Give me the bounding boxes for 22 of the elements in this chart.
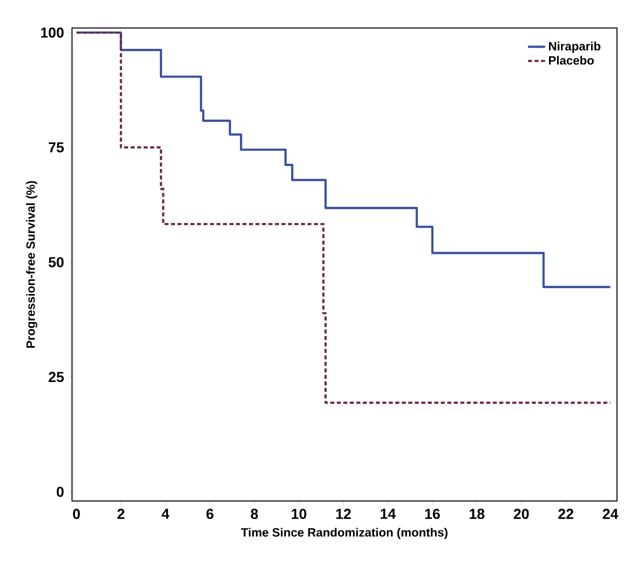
x-axis-title: Time Since Randomization (months)	[241, 528, 448, 540]
x-tick-label: 22	[558, 508, 574, 519]
x-tick-label: 10	[292, 508, 306, 519]
x-tick-label: 24	[602, 508, 618, 519]
x-tick-label: 8	[250, 508, 258, 519]
y-tick-label: 100	[41, 27, 64, 38]
x-tick-label: 4	[162, 508, 170, 519]
y-tick-label: 25	[48, 372, 64, 382]
legend-label: Placebo	[549, 56, 594, 65]
x-tick-label: 16	[425, 508, 440, 519]
x-tick-label: 0	[73, 508, 80, 519]
legend-label: Niraparib	[549, 42, 600, 53]
x-tick-label: 18	[470, 508, 484, 519]
x-tick-label: 12	[336, 508, 351, 519]
y-tick-label: 75	[48, 142, 64, 152]
x-tick-label: 6	[206, 508, 214, 519]
x-tick-label: 2	[117, 508, 124, 519]
x-tick-label: 14	[380, 508, 396, 519]
x-tick-label: 20	[514, 508, 529, 519]
y-tick-label: 0	[56, 486, 64, 497]
y-axis-title: Progression-free Survival (%)	[26, 181, 38, 348]
y-tick-label: 50	[48, 257, 64, 268]
